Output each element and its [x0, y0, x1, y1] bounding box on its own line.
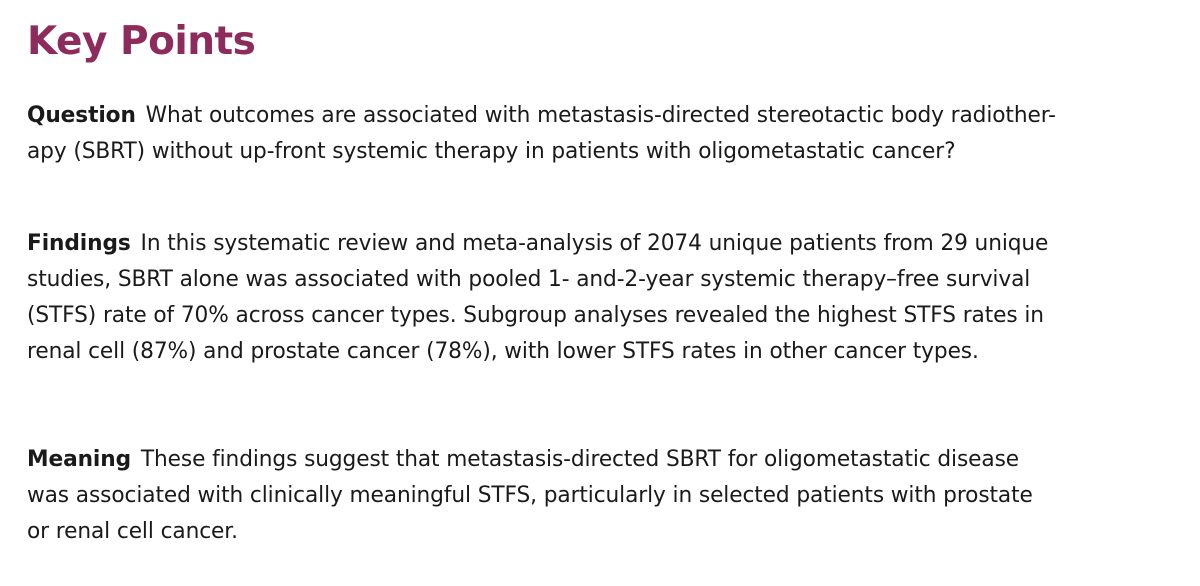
findings-line-2: studies, SBRT alone was associated with …	[27, 267, 1031, 292]
question-line-2: apy (SBRT) without up-front systemic the…	[27, 139, 956, 164]
meaning-line-2: was associated with clinically meaningfu…	[27, 483, 1033, 508]
meaning-label: Meaning	[27, 447, 132, 472]
findings-line-4: renal cell (87%) and prostate cancer (78…	[27, 339, 979, 364]
findings-text-1: In this systematic review and meta-analy…	[140, 231, 1049, 256]
findings-label: Findings	[27, 231, 131, 256]
meaning-text-1: These findings suggest that metastasis-d…	[140, 447, 1020, 472]
findings-line-3: (STFS) rate of 70% across cancer types. …	[27, 303, 1044, 328]
question-label: Question	[27, 103, 136, 128]
meaning-section: Meaning These findings suggest that metas…	[27, 442, 1177, 550]
question-text-1: What outcomes are associated with metast…	[145, 103, 1056, 128]
question-line-1: Question What outcomes are associated wit…	[27, 98, 1160, 134]
findings-section: Findings In this systematic review and me…	[27, 226, 1177, 370]
question-section: Question What outcomes are associated wit…	[27, 98, 1177, 170]
meaning-line-1: Meaning These findings suggest that metas…	[27, 442, 1160, 478]
key-points-heading: Key Points	[27, 19, 256, 64]
meaning-line-3: or renal cell cancer.	[27, 519, 238, 544]
findings-line-1: Findings In this systematic review and me…	[27, 226, 1160, 262]
